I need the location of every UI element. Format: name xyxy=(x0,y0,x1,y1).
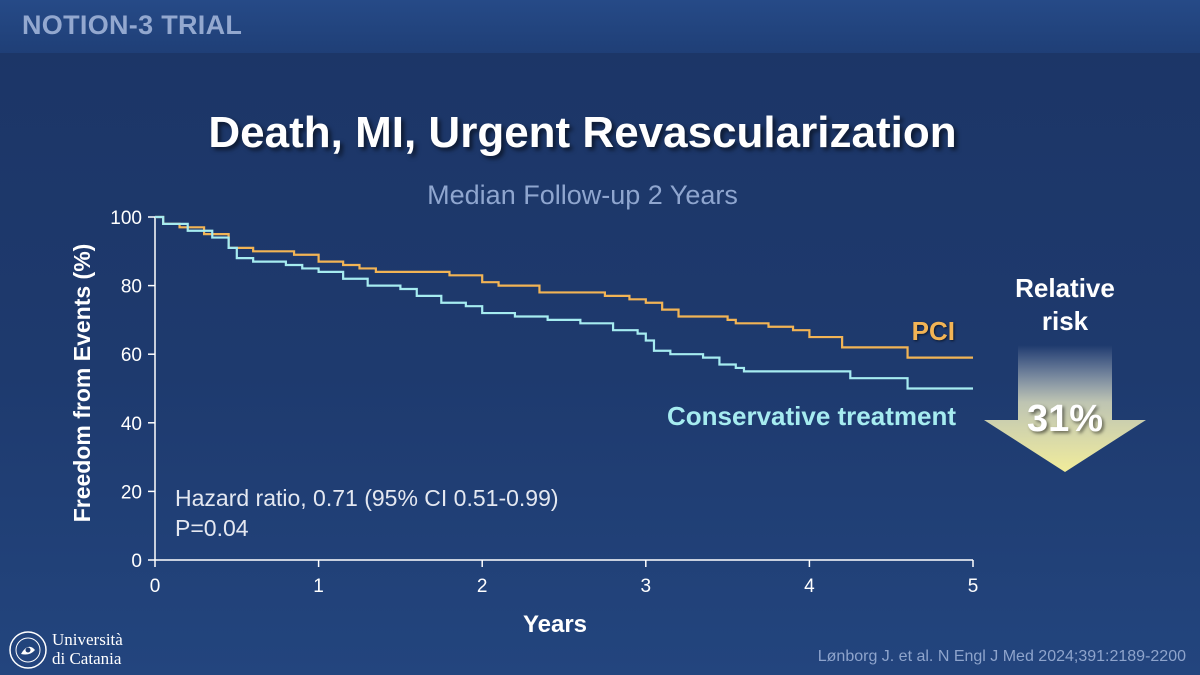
y-tick-label: 20 xyxy=(121,482,142,503)
y-tick-label: 0 xyxy=(131,551,142,572)
hazard-ratio-text: Hazard ratio, 0.71 (95% CI 0.51-0.99) xyxy=(175,485,559,511)
chart-subtitle: Median Follow-up 2 Years xyxy=(427,180,738,210)
citation: Lønborg J. et al. N Engl J Med 2024;391:… xyxy=(817,648,1186,665)
y-tick-label: 100 xyxy=(110,208,142,229)
x-tick-label: 4 xyxy=(804,576,815,597)
series-group xyxy=(155,215,973,390)
legend-label-conservative: Conservative treatment xyxy=(667,401,956,431)
x-tick-label: 3 xyxy=(641,576,652,597)
y-tick-label: 40 xyxy=(121,414,142,435)
relative-risk-label: Relative risk xyxy=(1015,273,1115,336)
p-value-text: P=0.04 xyxy=(175,515,249,541)
x-axis-label: Years xyxy=(523,611,587,638)
top-banner: NOTION-3 TRIAL xyxy=(0,0,1200,53)
trial-name: NOTION-3 TRIAL xyxy=(22,10,243,40)
y-tick-label: 60 xyxy=(121,345,142,366)
legend-label-pci: PCI xyxy=(912,316,955,346)
x-tick-label: 1 xyxy=(313,576,324,597)
university-line1: Università xyxy=(52,630,123,649)
series-line-pci xyxy=(155,215,973,359)
relative-risk-arrow xyxy=(984,345,1146,472)
relative-risk-value: 31% xyxy=(1026,398,1104,440)
x-tick-label: 5 xyxy=(968,576,979,597)
stats-box: Hazard ratio, 0.71 (95% CI 0.51-0.99) P=… xyxy=(175,483,559,543)
axes xyxy=(154,217,973,561)
university-line2: di Catania xyxy=(52,649,122,668)
y-axis-label: Freedom from Events (%) xyxy=(69,244,95,523)
university-name: Università di Catania xyxy=(52,630,123,668)
y-tick-label: 80 xyxy=(121,277,142,298)
tick-group: 0 20 40 60 80 100 0 1 2 3 4 5 xyxy=(110,208,978,597)
x-tick-label: 0 xyxy=(150,576,161,597)
chart-title: Death, MI, Urgent Revascularization xyxy=(208,108,957,157)
series-line-conservative xyxy=(155,215,973,390)
x-tick-label: 2 xyxy=(477,576,488,597)
university-seal-logo xyxy=(9,631,47,669)
